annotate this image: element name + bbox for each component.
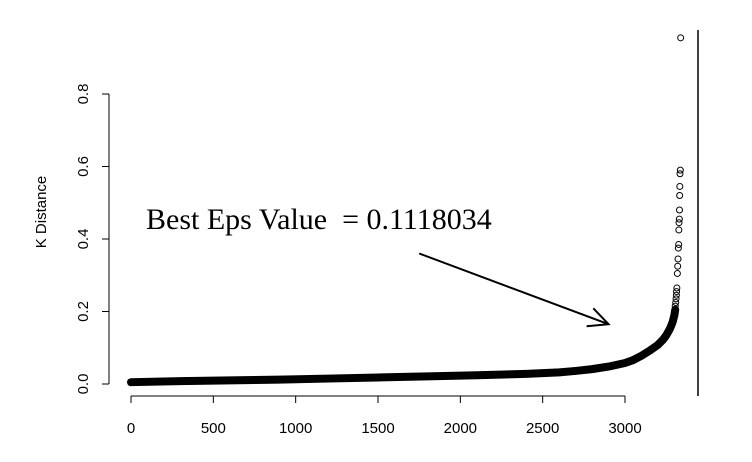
data-point: [676, 170, 684, 178]
y-tick-label: 0.2: [75, 301, 92, 322]
data-point: [672, 298, 680, 306]
data-point: [675, 219, 683, 227]
data-point: [676, 166, 684, 174]
data-point: [675, 240, 683, 248]
data-point: [677, 34, 685, 42]
y-tick-label: 0.8: [75, 84, 92, 105]
x-tick-label: 1000: [279, 420, 312, 437]
annotation-arrow: [418, 252, 611, 328]
data-point: [676, 182, 684, 190]
y-tick-label: 0.4: [75, 229, 92, 250]
arrow-shaft: [418, 252, 609, 326]
data-point: [672, 295, 680, 303]
y-axis-title: K Distance: [33, 176, 50, 249]
y-tick-label: 0.0: [75, 374, 92, 395]
data-point: [674, 255, 682, 263]
x-axis-ticks: 0 500 1000 1500 2000 2500 3000: [127, 396, 642, 437]
k-distance-curve: [127, 305, 680, 387]
data-point: [676, 192, 684, 199]
arrow-head: [586, 307, 611, 328]
best-eps-annotation: Best Eps Value = 0.1118034: [146, 203, 492, 236]
data-point: [672, 291, 680, 299]
data-points: [671, 34, 685, 310]
data-point: [675, 226, 683, 234]
y-axis-ticks: 0.0 0.2 0.4 0.6 0.8: [75, 84, 109, 395]
x-tick-label: 1500: [361, 420, 394, 437]
data-point: [674, 244, 682, 252]
x-tick-label: 2500: [526, 420, 559, 437]
y-tick-label: 0.6: [75, 156, 92, 177]
x-tick-label: 3000: [608, 420, 641, 437]
data-point: [671, 302, 679, 310]
data-point: [674, 262, 682, 270]
data-point: [673, 269, 681, 277]
data-point: [675, 215, 683, 223]
data-point: [673, 284, 681, 292]
data-curve: [127, 305, 680, 387]
x-tick-label: 0: [127, 420, 135, 437]
x-tick-label: 500: [201, 420, 226, 437]
data-point: [673, 288, 681, 296]
x-tick-label: 2000: [444, 420, 477, 437]
data-point: [676, 206, 684, 214]
